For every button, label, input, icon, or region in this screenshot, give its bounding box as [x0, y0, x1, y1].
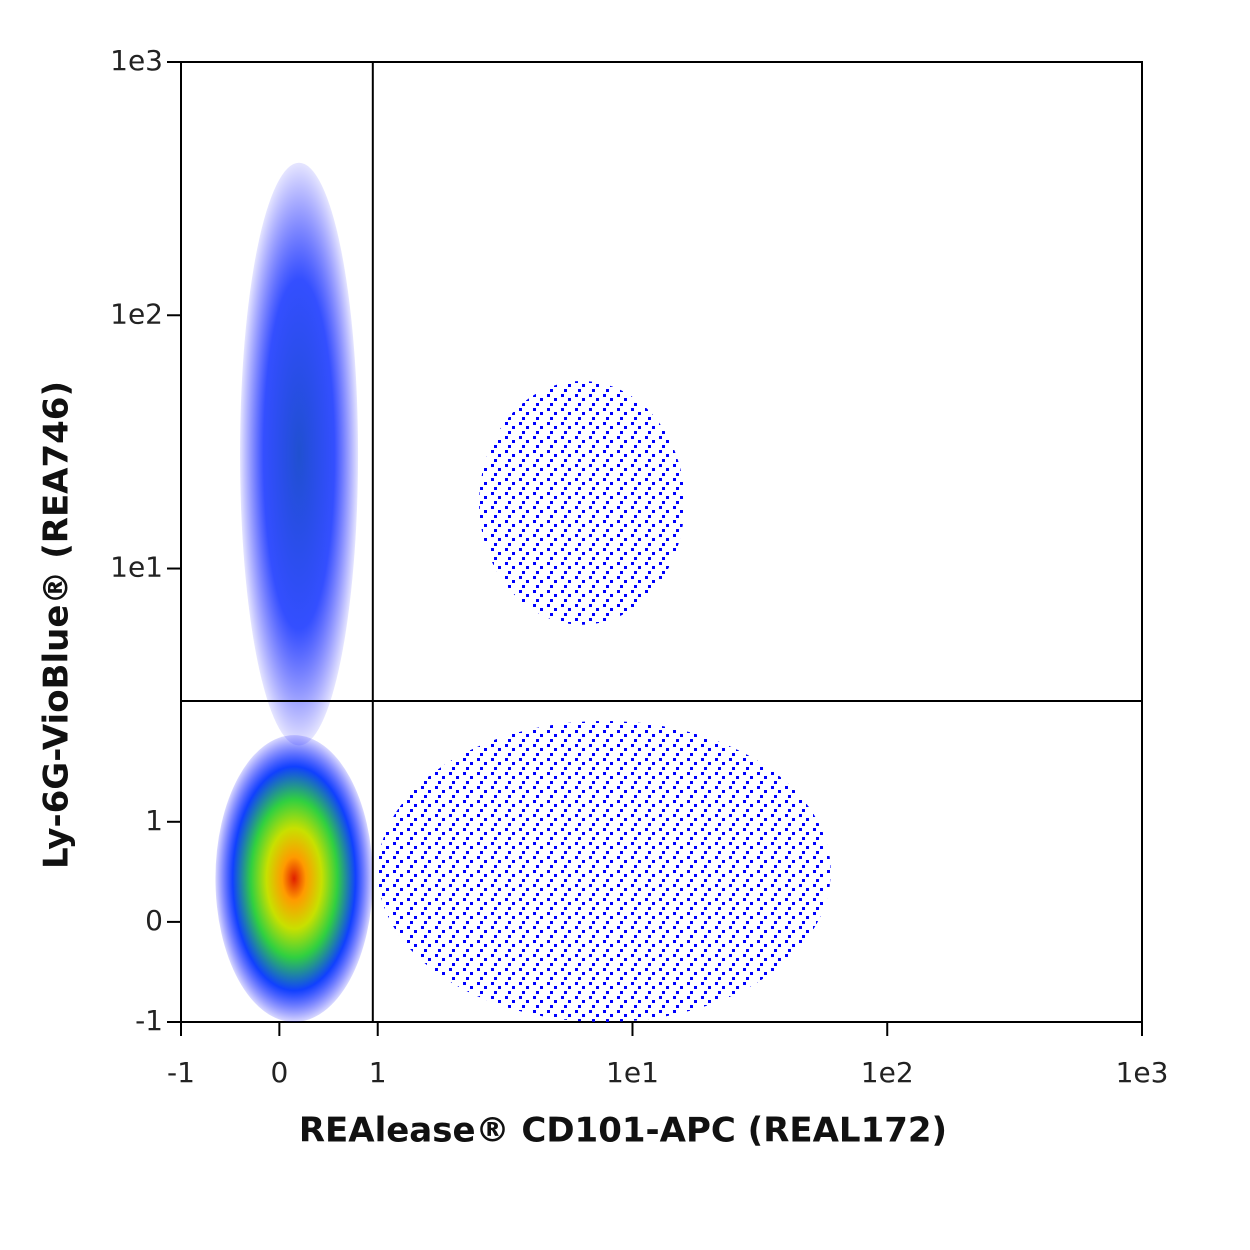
y-tick-label: 1e1: [110, 551, 163, 584]
y-axis-label: Ly-6G-VioBlue® (REA746): [37, 381, 77, 869]
y-tick-label: -1: [135, 1004, 163, 1037]
y-tick-label: 1e2: [110, 297, 163, 330]
x-tick-label: 1e3: [1116, 1056, 1169, 1089]
population: [377, 721, 831, 1023]
population: [240, 162, 359, 746]
x-tick-label: 0: [270, 1056, 288, 1089]
x-axis-label: REAlease® CD101-APC (REAL172): [299, 1111, 947, 1151]
x-tick-label: 1e2: [861, 1056, 914, 1089]
y-tick-label: 1e3: [110, 44, 163, 77]
population: [215, 735, 373, 1022]
x-tick-label: 1: [369, 1056, 387, 1089]
x-tick-label: 1e1: [606, 1056, 659, 1089]
plot-frame: [180, 61, 1143, 1023]
y-tick-label: 1: [145, 804, 163, 837]
population: [479, 381, 685, 625]
populations: [215, 162, 831, 1023]
y-tick-label: 0: [145, 904, 163, 937]
x-tick-label: -1: [167, 1056, 195, 1089]
